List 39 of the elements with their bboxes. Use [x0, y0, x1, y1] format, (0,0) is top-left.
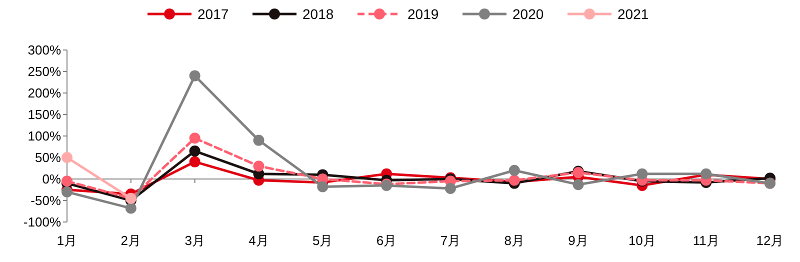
x-tick-label: 7月 [440, 233, 461, 248]
point [317, 181, 328, 192]
x-tick-label: 9月 [568, 233, 588, 248]
point [189, 156, 200, 168]
x-tick-label: 6月 [376, 233, 397, 248]
legend-label: 2021 [618, 6, 649, 22]
x-tick-label: 11月 [692, 233, 720, 248]
point [508, 164, 520, 176]
y-tick-label: -50% [30, 193, 62, 208]
point [444, 182, 456, 194]
x-tick-label: 4月 [248, 233, 269, 248]
point [636, 168, 648, 180]
point [189, 70, 200, 82]
point [125, 202, 136, 214]
x-tick-label: 12月 [756, 233, 784, 248]
point [62, 152, 72, 163]
point [189, 132, 200, 144]
x-tick-label: 2月 [120, 233, 142, 248]
y-tick-label: 250% [28, 64, 62, 79]
x-tick-label: 1月 [56, 233, 78, 248]
point [572, 179, 584, 190]
y-tick-label: 50% [34, 150, 62, 165]
legend-label: 2019 [408, 6, 439, 22]
point [253, 160, 264, 172]
x-tick-label: 5月 [312, 233, 333, 248]
legend-label: 2017 [198, 6, 229, 22]
y-tick-label: 150% [28, 107, 62, 122]
y-tick-label: 200% [28, 86, 62, 100]
y-tick-label: 100% [28, 128, 62, 144]
legend-label: 2020 [512, 6, 544, 22]
point [253, 134, 264, 146]
x-tick-label: 10月 [628, 233, 656, 248]
x-tick-label: 8月 [504, 233, 524, 248]
y-tick-label: 300% [28, 42, 62, 58]
point [189, 146, 200, 157]
y-tick-label: 0% [42, 172, 62, 186]
x-tick-label: 3月 [184, 233, 205, 248]
legend-label: 2018 [302, 6, 334, 22]
y-tick-label: -100% [23, 214, 62, 230]
